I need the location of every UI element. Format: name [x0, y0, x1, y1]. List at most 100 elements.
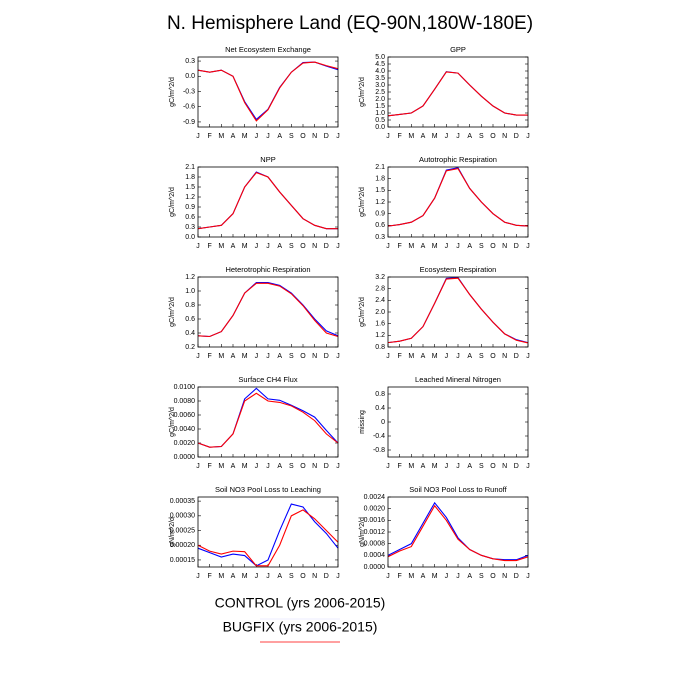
y-axis-label: gC/m^2/d [169, 407, 176, 437]
y-tick-label: 0.6 [185, 316, 195, 323]
y-tick-label: 1.2 [375, 332, 385, 339]
x-tick-label: S [289, 573, 294, 580]
series-line [197, 282, 339, 338]
panel-title: Net Ecosystem Exchange [225, 45, 311, 54]
series-line [197, 509, 339, 567]
series-line [387, 167, 529, 227]
y-axis-label: gC/m^2/d [169, 187, 176, 217]
y-tick-label: 0.0020 [174, 440, 196, 447]
x-tick-label: J [336, 573, 340, 580]
x-tick-label: J [196, 243, 200, 250]
y-tick-label: 0.0004 [364, 552, 386, 559]
x-tick-label: F [398, 573, 402, 580]
y-tick-label: 4.0 [375, 68, 385, 75]
plot-frame [387, 386, 529, 458]
x-tick-label: M [408, 463, 414, 470]
y-tick-label: 0.3 [185, 58, 195, 65]
x-tick-label: M [242, 573, 248, 580]
panel-title: Autotrophic Respiration [419, 155, 497, 164]
x-tick-label: N [502, 463, 507, 470]
x-tick-label: A [231, 353, 236, 360]
series-line [197, 61, 339, 122]
x-tick-label: J [386, 353, 390, 360]
legend-label: CONTROL (yrs 2006-2015) [215, 595, 386, 611]
x-tick-label: M [408, 243, 414, 250]
x-tick-label: J [196, 463, 200, 470]
y-axis-label: missing [359, 410, 366, 434]
x-tick-label: D [514, 243, 519, 250]
x-tick-label: F [208, 573, 212, 580]
plot-frame [387, 496, 529, 568]
plot-frame [197, 276, 339, 348]
x-tick-label: A [277, 463, 282, 470]
x-tick-label: M [408, 353, 414, 360]
x-tick-label: M [432, 463, 438, 470]
x-tick-label: A [467, 463, 472, 470]
x-tick-label: A [467, 243, 472, 250]
y-tick-label: 0.8 [375, 344, 385, 351]
x-tick-label: M [432, 133, 438, 140]
series-line [197, 392, 339, 448]
x-tick-label: M [218, 243, 224, 250]
x-tick-label: J [255, 353, 259, 360]
y-tick-label: 1.5 [185, 184, 195, 191]
x-tick-label: N [312, 243, 317, 250]
x-tick-label: M [432, 573, 438, 580]
y-tick-label: 0.00025 [170, 527, 195, 534]
x-tick-label: J [266, 243, 270, 250]
y-tick-label: -0.4 [373, 433, 385, 440]
x-tick-label: F [398, 353, 402, 360]
x-tick-label: J [266, 353, 270, 360]
x-tick-label: N [502, 243, 507, 250]
x-tick-label: A [277, 573, 282, 580]
y-tick-label: 0.0012 [364, 529, 386, 536]
y-tick-label: 1.2 [185, 194, 195, 201]
x-tick-label: S [479, 133, 484, 140]
y-tick-label: 1.2 [185, 274, 195, 281]
x-tick-label: F [208, 463, 212, 470]
y-axis-label: gC/m^2/d [359, 187, 366, 217]
x-tick-label: D [324, 353, 329, 360]
y-tick-label: 0.0 [185, 73, 195, 80]
y-tick-label: 0.6 [375, 222, 385, 229]
y-tick-label: 0.3 [185, 224, 195, 231]
y-axis-label: gC/m^2/d [169, 297, 176, 327]
y-tick-label: 1.5 [375, 103, 385, 110]
x-tick-label: J [445, 133, 449, 140]
x-tick-label: J [196, 573, 200, 580]
x-tick-label: J [336, 353, 340, 360]
x-tick-label: D [324, 133, 329, 140]
x-tick-label: J [336, 463, 340, 470]
panel-title: Leached Mineral Nitrogen [415, 375, 501, 384]
y-tick-label: 0.0020 [364, 506, 386, 513]
series-line [387, 71, 528, 117]
y-tick-label: 3.5 [375, 75, 385, 82]
x-tick-label: A [467, 133, 472, 140]
y-tick-label: 2.8 [375, 286, 385, 293]
y-tick-label: 0.8 [375, 391, 385, 398]
x-tick-label: S [289, 133, 294, 140]
y-tick-label: 0.3 [375, 234, 385, 241]
y-tick-label: 3.2 [375, 274, 385, 281]
x-tick-label: M [432, 243, 438, 250]
x-tick-label: A [231, 463, 236, 470]
x-tick-label: M [408, 133, 414, 140]
x-tick-label: J [386, 243, 390, 250]
x-tick-label: J [196, 353, 200, 360]
y-tick-label: 1.8 [375, 176, 385, 183]
x-tick-label: J [445, 463, 449, 470]
panel-title: Soil NO3 Pool Loss to Runoff [409, 485, 507, 494]
figure-title: N. Hemisphere Land (EQ-90N,180W-180E) [167, 13, 533, 34]
x-tick-label: A [231, 133, 236, 140]
x-tick-label: N [502, 573, 507, 580]
series-line [197, 282, 339, 338]
series-line [387, 277, 529, 344]
x-tick-label: A [277, 353, 282, 360]
y-tick-label: 4.5 [375, 61, 385, 68]
x-tick-label: A [421, 133, 426, 140]
x-tick-label: M [408, 573, 414, 580]
x-tick-label: J [255, 243, 259, 250]
x-tick-label: J [456, 463, 460, 470]
x-tick-label: J [526, 133, 530, 140]
x-tick-label: J [445, 353, 449, 360]
